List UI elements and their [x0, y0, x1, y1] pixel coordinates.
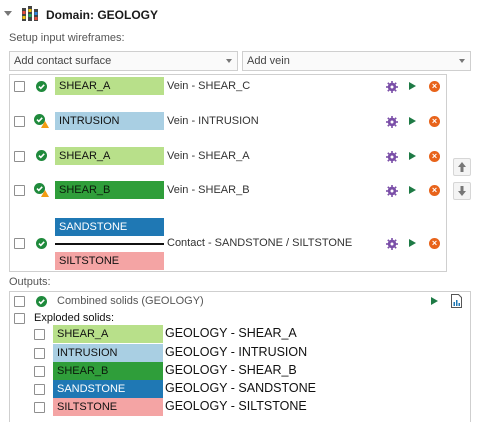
exploded-item-label: GEOLOGY - SHEAR_A — [165, 326, 297, 340]
play-icon[interactable] — [409, 82, 416, 90]
add-vein-combo[interactable]: Add vein — [242, 51, 471, 71]
check-circle-icon — [36, 150, 47, 161]
chevron-down-icon — [226, 59, 232, 63]
combined-solids-label: Combined solids (GEOLOGY) — [57, 295, 204, 307]
arrow-down-icon — [458, 186, 466, 196]
row-checkbox[interactable] — [14, 185, 25, 196]
exploded-item-checkbox[interactable] — [34, 384, 45, 395]
delete-icon[interactable]: × — [429, 151, 440, 162]
exploded-item-label: GEOLOGY - SANDSTONE — [165, 381, 316, 395]
check-circle-icon — [34, 183, 45, 194]
contact-line — [55, 243, 164, 245]
gear-icon[interactable] — [386, 238, 398, 250]
row-description: Vein - SHEAR_B — [167, 184, 250, 196]
exploded-item-label: GEOLOGY - SHEAR_B — [165, 363, 297, 377]
row-description: Vein - SHEAR_C — [167, 80, 251, 92]
exploded-checkbox[interactable] — [14, 313, 25, 324]
chevron-down-icon — [459, 59, 465, 63]
warning-icon — [41, 121, 49, 128]
delete-icon[interactable]: × — [429, 116, 440, 127]
setup-label: Setup input wireframes: — [9, 32, 125, 44]
domain-icon — [21, 6, 39, 22]
warning-icon — [41, 190, 49, 197]
exploded-item-checkbox[interactable] — [34, 348, 45, 359]
tag-sandstone: SANDSTONE — [55, 218, 164, 236]
add-vein-text: Add vein — [247, 55, 290, 67]
row-checkbox[interactable] — [14, 81, 25, 92]
row-checkbox[interactable] — [14, 151, 25, 162]
add-contact-surface-combo[interactable]: Add contact surface — [9, 51, 238, 71]
input-wireframes-panel — [9, 74, 447, 272]
play-icon[interactable] — [431, 297, 438, 305]
tag-shear-a: SHEAR_A — [55, 77, 164, 95]
tag-intrusion: INTRUSION — [55, 112, 164, 130]
row-description: Vein - INTRUSION — [167, 115, 259, 127]
gear-icon[interactable] — [386, 151, 398, 163]
row-checkbox[interactable] — [14, 238, 25, 249]
gear-icon[interactable] — [386, 81, 398, 93]
delete-icon[interactable]: × — [429, 185, 440, 196]
check-circle-icon — [36, 81, 47, 92]
report-icon[interactable] — [451, 294, 462, 308]
tag-siltstone: SILTSTONE — [55, 252, 164, 270]
tag-shear-b: SHEAR_B — [55, 181, 164, 199]
tag-sandstone: SANDSTONE — [53, 380, 163, 398]
check-circle-icon — [34, 114, 45, 125]
delete-icon[interactable]: × — [429, 81, 440, 92]
gear-icon[interactable] — [386, 116, 398, 128]
play-icon[interactable] — [409, 239, 416, 247]
move-up-button[interactable] — [453, 158, 471, 176]
tag-shear-b: SHEAR_B — [53, 362, 163, 380]
row-description: Vein - SHEAR_A — [167, 150, 250, 162]
play-icon[interactable] — [409, 186, 416, 194]
play-icon[interactable] — [409, 152, 416, 160]
outputs-label: Outputs: — [9, 276, 51, 288]
exploded-solids-box — [14, 311, 114, 325]
tag-shear-a: SHEAR_A — [55, 147, 164, 165]
row-description: Contact - SANDSTONE / SILTSTONE — [167, 237, 353, 249]
move-down-button[interactable] — [453, 182, 471, 200]
exploded-item-label: GEOLOGY - SILTSTONE — [165, 399, 307, 413]
collapse-triangle-icon[interactable] — [4, 11, 12, 16]
exploded-solids-label: Exploded solids: — [34, 312, 115, 324]
play-icon[interactable] — [409, 117, 416, 125]
tag-intrusion: INTRUSION — [53, 344, 163, 362]
check-circle-icon — [36, 238, 47, 249]
exploded-item-checkbox[interactable] — [34, 402, 45, 413]
check-circle-icon — [36, 296, 47, 307]
exploded-item-checkbox[interactable] — [34, 329, 45, 340]
tag-siltstone: SILTSTONE — [53, 398, 163, 416]
row-checkbox[interactable] — [14, 116, 25, 127]
delete-icon[interactable]: × — [429, 238, 440, 249]
arrow-up-icon — [458, 162, 466, 172]
exploded-item-label: GEOLOGY - INTRUSION — [165, 345, 308, 359]
tag-shear-a: SHEAR_A — [53, 325, 163, 343]
domain-title: Domain: GEOLOGY — [46, 8, 159, 22]
gear-icon[interactable] — [386, 185, 398, 197]
add-contact-surface-text: Add contact surface — [14, 55, 112, 67]
combined-checkbox[interactable] — [14, 296, 25, 307]
exploded-item-checkbox[interactable] — [34, 366, 45, 377]
